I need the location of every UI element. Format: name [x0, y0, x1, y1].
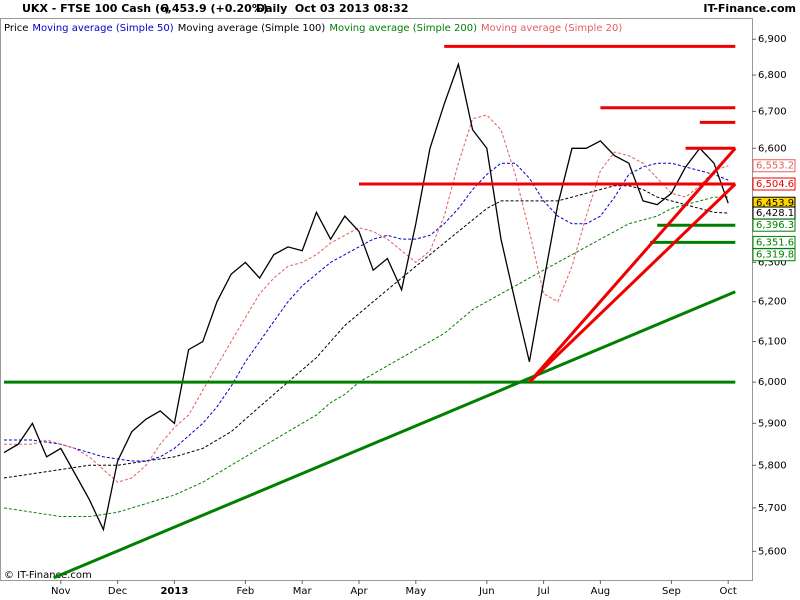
- y-tick-label: 6,700: [758, 106, 787, 117]
- x-tick-label: Sep: [662, 586, 681, 597]
- price-label: 6,351.6: [756, 237, 794, 248]
- x-tick-label: Mar: [293, 586, 313, 597]
- quote: 6,453.9 (+0.20%): [160, 2, 268, 15]
- x-tick-label: Nov: [51, 586, 71, 597]
- y-tick-label: 5,600: [758, 546, 787, 557]
- x-tick-label: Dec: [108, 586, 127, 597]
- plot-frame: [0, 18, 753, 581]
- series-line: [4, 114, 729, 483]
- price-label: 6,396.3: [756, 220, 794, 231]
- legend-entry: Moving average (Simple 100): [178, 23, 326, 34]
- x-tick-label: 2013: [160, 586, 188, 597]
- trend-line: [528, 182, 737, 384]
- x-tick-label: Oct: [720, 586, 737, 597]
- x-tick-label: Feb: [237, 586, 255, 597]
- y-tick-label: 5,900: [758, 418, 787, 429]
- x-tick-label: May: [405, 586, 426, 597]
- price-label-box: [752, 248, 796, 262]
- price-label-box: [752, 218, 796, 232]
- x-tick-label: Aug: [591, 586, 611, 597]
- trend-line: [528, 147, 737, 384]
- title: UKX - FTSE 100 Cash (-): [22, 2, 170, 15]
- y-tick-label: 6,000: [758, 377, 787, 388]
- legend-entry: Moving average (Simple 50): [32, 23, 173, 34]
- period: Daily Oct 03 2013 08:32: [256, 2, 408, 15]
- y-tick-label: 6,300: [758, 257, 787, 268]
- price-label: 6,453.9: [756, 198, 794, 209]
- y-tick-label: 6,800: [758, 70, 787, 81]
- y-tick-label: 5,700: [758, 503, 787, 514]
- y-tick-label: 5,800: [758, 460, 787, 471]
- price-label: 6,553.2: [756, 161, 794, 172]
- legend-entry: Moving average (Simple 200): [329, 23, 477, 34]
- x-tick-label: Jun: [478, 586, 495, 597]
- price-label-box: [752, 159, 796, 173]
- brand: IT-Finance.com: [703, 2, 796, 15]
- price-label: 6,428.1: [756, 208, 794, 219]
- price-label-box: [752, 177, 796, 191]
- series-line: [4, 162, 729, 462]
- series-line: [3, 196, 729, 518]
- price-label: 6,504.6: [756, 179, 794, 190]
- legend-price: Price: [4, 23, 28, 34]
- x-tick-label: Jul: [537, 586, 550, 597]
- x-tick-label: Apr: [350, 586, 368, 597]
- copyright: © IT-Finance.com: [4, 570, 92, 581]
- y-tick-label: 6,900: [758, 34, 787, 45]
- legend-entry: Moving average (Simple 20): [481, 23, 622, 34]
- series-line: [3, 185, 729, 479]
- trend-line: [53, 290, 736, 580]
- y-tick-label: 6,600: [758, 143, 787, 154]
- y-tick-label: 6,100: [758, 337, 787, 348]
- price-label: 6,319.8: [756, 250, 794, 261]
- y-tick-label: 6,200: [758, 297, 787, 308]
- series-line: [3, 61, 729, 532]
